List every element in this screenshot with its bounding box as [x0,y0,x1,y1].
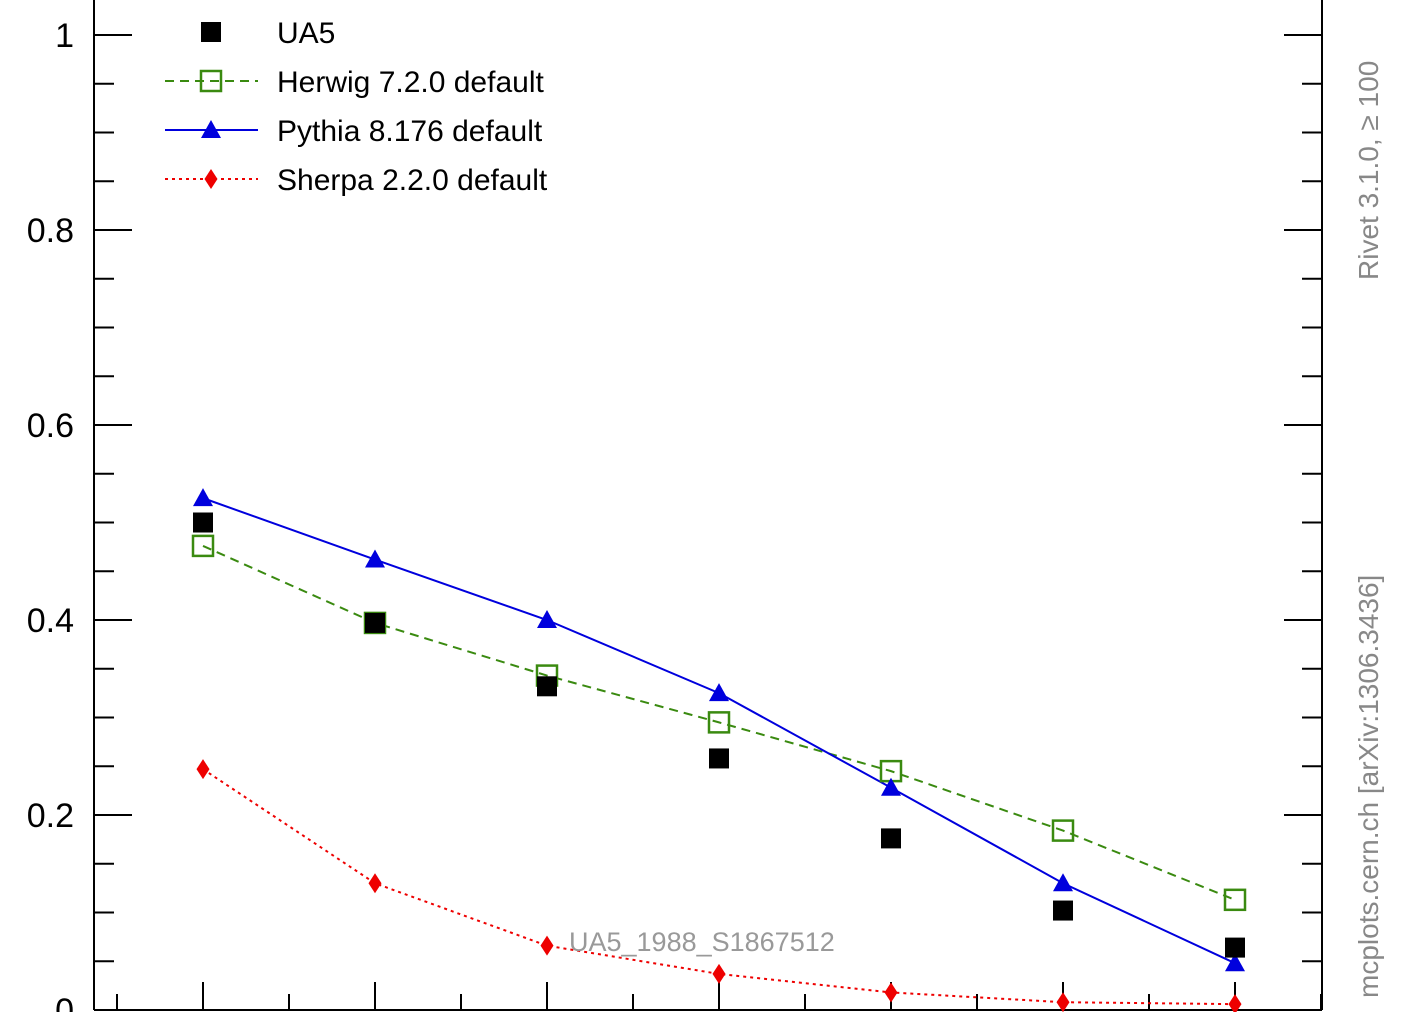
data-point [368,873,382,894]
legend-label: Sherpa 2.2.0 default [277,164,548,197]
data-point [537,676,557,697]
legend: UA5 Herwig 7.2.0 default Pythia 8.176 defa… [165,17,548,197]
legend-marker [199,69,223,93]
data-point [540,935,554,956]
data-point [712,963,726,984]
data-point [881,828,901,849]
plot-frame [93,0,1323,1011]
data-point [1225,953,1245,972]
y-tick-label: 0.2 [27,797,74,835]
data-point [193,512,213,533]
data-point [707,711,731,734]
data-point [193,488,213,507]
data-point [709,748,729,769]
rivet-version-label: Rivet 3.1.0, ≥ 100 [1353,61,1384,280]
data-point [1228,994,1242,1012]
data-point [881,777,901,796]
series-line [202,497,1236,965]
data-point [884,982,898,1003]
data-point [196,759,210,780]
legend-label: Herwig 7.2.0 default [277,66,544,99]
source-label: mcplots.cern.ch [arXiv:1306.3436] [1353,575,1384,998]
data-point [1056,992,1070,1012]
data-point [1225,937,1245,958]
data-point [1223,888,1247,912]
y-axis: 0 0.2 0.4 0.6 0.8 1 [27,17,1322,1012]
y-tick-label: 0.4 [27,602,74,640]
data-point [1053,873,1073,892]
y-tick-label: 0 [55,992,74,1012]
y-tick-label: 0.8 [27,212,74,250]
analysis-id-label: UA5_1988_S1867512 [569,927,835,957]
data-point [537,610,557,628]
series-markers [191,488,1247,1012]
legend-marker [201,22,221,42]
series-line [202,544,1236,901]
data-point [1051,819,1075,842]
legend-marker [204,169,218,189]
legend-label: Pythia 8.176 default [277,115,543,148]
y-tick-label: 1 [55,17,74,55]
data-point [365,549,385,568]
legend-marker [201,120,221,138]
data-point [191,534,215,558]
data-point [709,683,729,702]
y-tick-label: 0.6 [27,407,74,445]
data-point [1053,900,1073,921]
legend-label: UA5 [277,17,335,50]
x-axis [116,982,1322,1010]
data-point [365,612,385,633]
